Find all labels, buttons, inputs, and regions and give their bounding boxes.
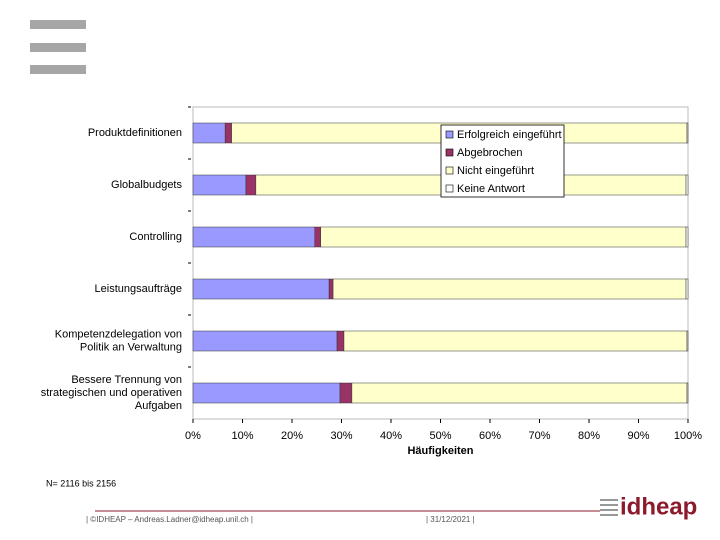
bar-segment (332, 278, 687, 300)
plot-area (192, 106, 689, 420)
bar-segment (686, 122, 689, 144)
bar-segment (224, 122, 232, 144)
y-tick-label: Bessere Trennung von strategischen und op… (41, 374, 182, 412)
legend-swatch (445, 130, 454, 139)
legend-swatch (445, 166, 454, 175)
bar-segment (685, 278, 689, 300)
x-tick-label: 90% (627, 430, 649, 442)
legend-label: Nicht eingeführt (457, 165, 534, 177)
x-tick-label: 0% (185, 430, 201, 442)
bar-segment (192, 330, 338, 352)
bar-segment (320, 226, 687, 248)
bar-segment (351, 382, 688, 404)
bar-segment (192, 226, 316, 248)
x-axis-label: Häufigkeiten (407, 445, 473, 457)
x-tick-label: 70% (528, 430, 550, 442)
bar-segment (686, 382, 689, 404)
bar-segment (314, 226, 321, 248)
y-tick-label: Globalbudgets (111, 179, 182, 191)
logo-text: idheap (620, 493, 697, 520)
x-tick-label: 50% (429, 430, 451, 442)
bar-segment (245, 174, 257, 196)
legend-label: Keine Antwort (457, 183, 525, 195)
x-tick-label: 100% (674, 430, 702, 442)
legend-label: Erfolgreich eingeführt (457, 129, 562, 141)
y-tick-label: Controlling (129, 231, 182, 243)
x-tick-label: 60% (479, 430, 501, 442)
bar-segment (339, 382, 353, 404)
bar-segment (685, 174, 689, 196)
logo: idheap (600, 493, 697, 520)
y-tick-label: Leistungsaufträge (95, 283, 182, 295)
bar-segment (685, 226, 689, 248)
legend-label: Abgebrochen (457, 147, 522, 159)
note: N= 2116 bis 2156 (46, 478, 116, 488)
bar-segment (328, 278, 334, 300)
footer-date: | 31/12/2021 | (426, 515, 475, 524)
bar-segment (343, 330, 688, 352)
bar-segment (192, 122, 226, 144)
x-tick-label: 10% (231, 430, 253, 442)
x-tick-label: 30% (330, 430, 352, 442)
bar-segment (686, 330, 689, 352)
bar-segment (192, 382, 341, 404)
x-tick-label: 20% (281, 430, 303, 442)
y-tick-label: Kompetenzdelegation von Politik an Verwal… (55, 328, 182, 353)
legend-box (440, 124, 565, 198)
legend-swatch (445, 148, 454, 157)
bar-segment (192, 174, 247, 196)
x-tick-label: 40% (380, 430, 402, 442)
x-tick-label: 80% (578, 430, 600, 442)
legend-swatch (445, 184, 454, 193)
bar-segment (192, 278, 330, 300)
footer-credit: | ©IDHEAP – Andreas.Ladner@idheap.unil.c… (86, 515, 253, 524)
menu-icon (30, 20, 86, 74)
bar-segment (336, 330, 345, 352)
y-tick-label: Produktdefinitionen (88, 127, 182, 139)
